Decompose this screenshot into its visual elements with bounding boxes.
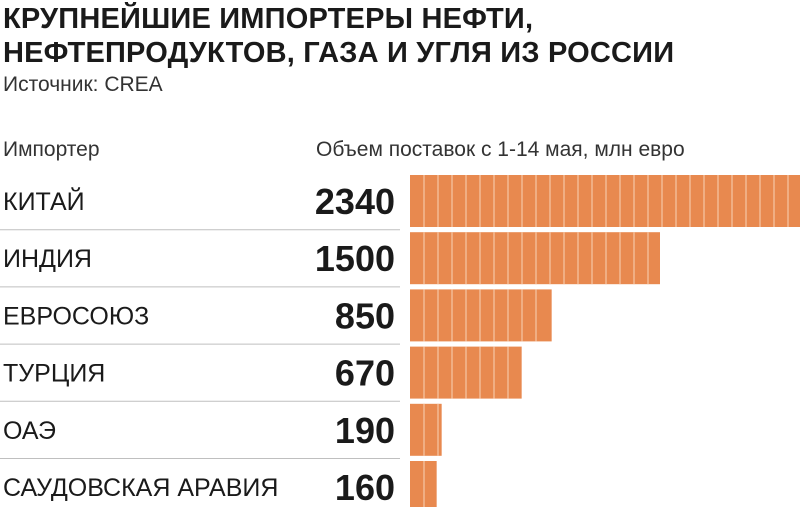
category-label: КИТАЙ (3, 186, 85, 216)
bar (410, 346, 522, 399)
value-label: 670 (335, 353, 395, 394)
category-label: ИНДИЯ (3, 245, 92, 273)
category-label: САУДОВСКАЯ АРАВИЯ (3, 474, 278, 502)
category-label: ТУРЦИЯ (3, 360, 105, 388)
category-label: ОАЭ (3, 417, 56, 445)
chart-title: КРУПНЕЙШИЕ ИМПОРТЕРЫ НЕФТИ, НЕФТЕПРОДУКТ… (3, 2, 793, 70)
category-label: ЕВРОСОЮЗ (3, 302, 149, 330)
bar (410, 289, 552, 342)
bar (410, 461, 437, 507)
value-label: 190 (335, 410, 395, 451)
bar (410, 232, 660, 285)
chart-title-line-2: НЕФТЕПРОДУКТОВ, ГАЗА И УГЛЯ ИЗ РОССИИ (3, 37, 675, 69)
bar (410, 175, 800, 227)
bar (410, 403, 442, 456)
value-label: 2340 (315, 181, 395, 222)
value-label: 1500 (315, 238, 395, 279)
value-label: 160 (335, 467, 395, 507)
value-label: 850 (335, 295, 395, 336)
source-note: Источник: CREA (3, 73, 163, 96)
volume-column-header: Объем поставок с 1-14 мая, млн евро (316, 138, 685, 161)
chart-title-line-1: КРУПНЕЙШИЕ ИМПОРТЕРЫ НЕФТИ, (3, 3, 534, 35)
importer-column-header: Импортер (3, 138, 100, 161)
